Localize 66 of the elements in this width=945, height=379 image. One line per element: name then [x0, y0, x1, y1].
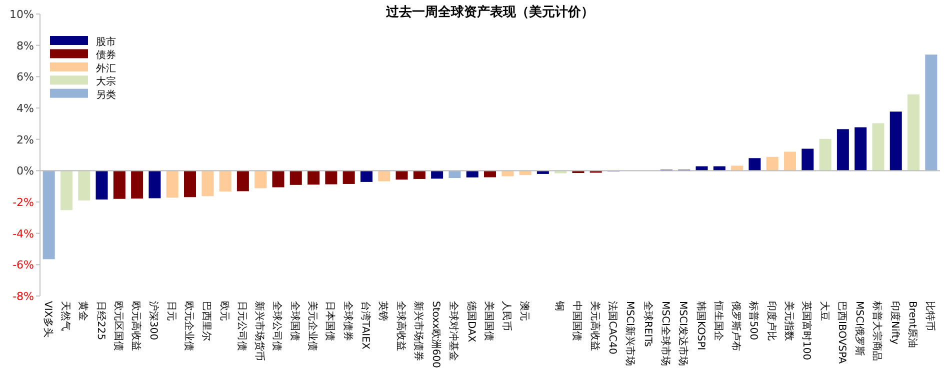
x-tick-label: 全球高收益 [394, 301, 407, 351]
x-tick-label: 全球债券 [342, 301, 354, 341]
y-tick-label: 6% [16, 70, 34, 84]
x-tick-label: 天然气 [59, 301, 72, 331]
x-tick-label: 恒生国企 [712, 300, 724, 341]
y-tick-label: 0% [16, 164, 34, 178]
legend-label: 股市 [96, 36, 116, 48]
x-tick-label: 英国富时100 [800, 301, 813, 360]
x-tick-label: MSCI俄罗斯 [854, 301, 866, 356]
x-tick-label: 澳元 [518, 301, 530, 321]
x-tick-label: Brent原油 [906, 301, 919, 348]
x-tick-label: VIX多头 [42, 301, 54, 338]
x-tick-label: 日元公司债 [236, 301, 248, 351]
y-tick-label: -4% [12, 227, 34, 240]
x-tick-label: 印度Nifty [888, 301, 901, 345]
x-tick-label: 沪深300 [148, 301, 160, 340]
x-tick-label: 印度卢比 [765, 301, 778, 341]
legend-label: 大宗 [96, 76, 116, 88]
x-tick-label: 比特币 [924, 301, 936, 331]
x-tick-label: 标普500 [748, 300, 760, 340]
x-tick-label: 台湾TAIEX [359, 301, 372, 350]
x-tick-label: MSCI新兴市场 [624, 301, 636, 366]
legend-label: 外汇 [96, 62, 116, 74]
x-tick-label: 美元高收益 [588, 301, 601, 351]
x-tick-label: 全球REITs [642, 301, 654, 347]
x-tick-label: MSCI发达市场 [677, 301, 690, 366]
y-tick-label: -6% [12, 258, 34, 272]
x-tick-label: 黄金 [77, 301, 90, 321]
legend-label: 另类 [96, 88, 116, 101]
y-tick-label: 2% [16, 133, 34, 146]
x-tick-label: 欧元区国债 [112, 301, 124, 351]
x-tick-label: 日经225 [94, 301, 107, 340]
x-tick-label: 全球国债 [288, 301, 301, 341]
x-tick-label: 标普大宗商品 [871, 300, 884, 361]
x-tick-label: Stoxx欧洲600 [430, 301, 442, 368]
x-tick-label: 韩国KOSPI [694, 301, 707, 350]
y-tick-label: 10% [10, 8, 34, 21]
x-tick-label: MSCI全球市场 [659, 301, 672, 366]
legend-label: 债券 [96, 49, 116, 62]
y-tick-label: 8% [16, 39, 34, 52]
x-tick-label: 全球对冲基金 [448, 301, 460, 361]
x-tick-label: 欧元高收益 [130, 301, 142, 351]
x-tick-label: 法国CAC40 [606, 301, 619, 354]
x-tick-label: 人民币 [500, 301, 513, 331]
x-tick-label: 英镑 [377, 301, 390, 321]
x-tick-label: 中国国债 [571, 301, 584, 341]
x-tick-label: 新兴市场货币 [254, 301, 266, 361]
x-tick-label: 欧元企业债 [183, 301, 195, 351]
x-tick-label: 美国国债 [483, 301, 495, 341]
x-tick-label: 大豆 [818, 301, 830, 321]
x-tick-label: 铜 [554, 300, 565, 311]
x-tick-label: 俄罗斯卢布 [730, 301, 742, 351]
x-tick-label: 德国DAX [465, 301, 476, 342]
x-tick-label: 欧元 [218, 301, 230, 321]
y-tick-label: -8% [12, 290, 34, 303]
chart-title: 过去一周全球资产表现（美元计价） [385, 4, 594, 20]
y-tick-label: -2% [12, 196, 34, 209]
x-tick-label: 美元企业债 [306, 301, 319, 351]
x-tick-label: 全球公司债 [271, 301, 284, 351]
y-tick-label: 4% [16, 102, 34, 115]
x-tick-label: 巴西IBOVSPA [836, 301, 847, 364]
x-tick-label: 美元指数 [783, 301, 795, 341]
x-tick-label: 新兴市场债券 [412, 301, 424, 361]
x-tick-label: 日元 [165, 301, 176, 321]
x-tick-label: 巴西里尔 [200, 301, 213, 341]
x-tick-label: 日本国债 [324, 301, 336, 341]
